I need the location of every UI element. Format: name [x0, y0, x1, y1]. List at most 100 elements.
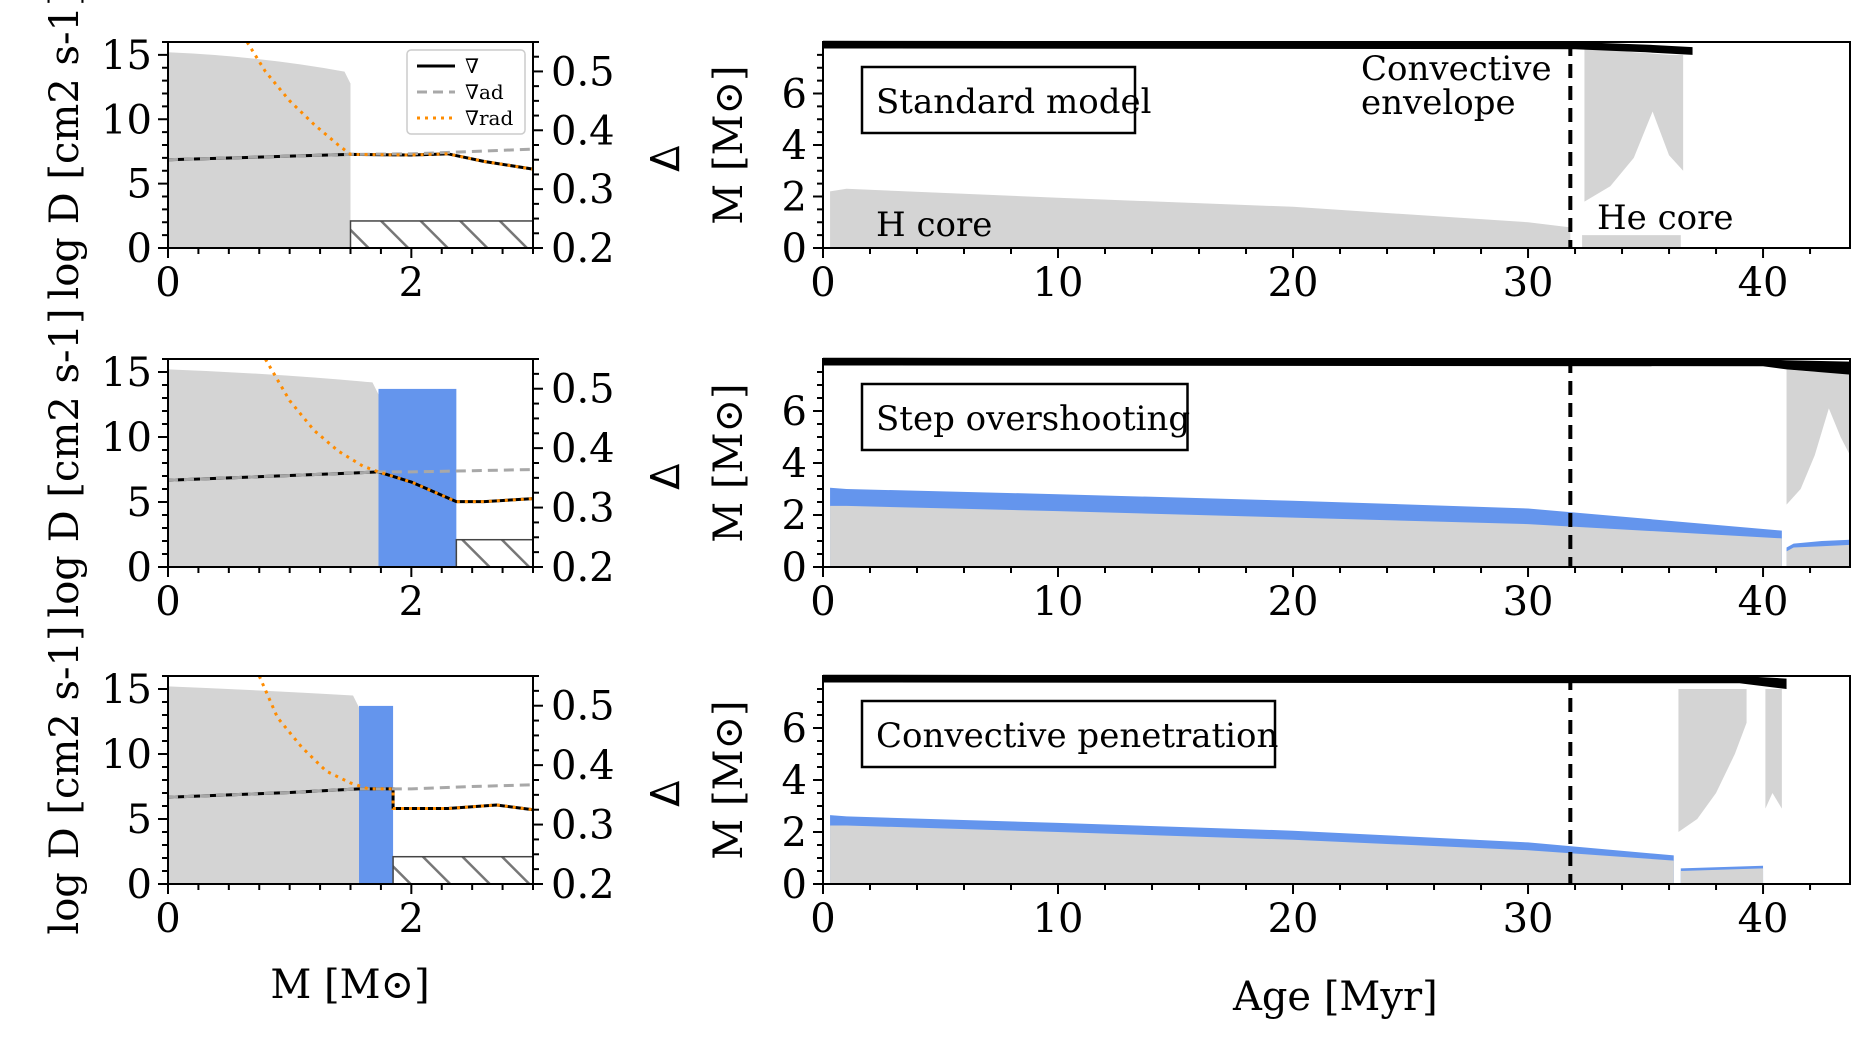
x-tick-label: 0: [155, 896, 180, 942]
legend-label: ∇: [465, 54, 479, 78]
annotation-h-core: H core: [876, 205, 992, 245]
y-axis-label: M [M⊙]: [706, 383, 752, 542]
x-axis-label: M [M⊙]: [270, 962, 429, 1008]
convective-core-region: [168, 52, 351, 248]
model-label: Step overshooting: [860, 382, 1190, 452]
y-tick-label: 0: [782, 862, 807, 908]
left-panel-2: 0 5 10 15 0.2 0.3 0.4 0.5 0 2 log D [cm2 s-1] ∇: [42, 308, 686, 625]
y-tick-label: 5: [127, 162, 152, 208]
x-tick-label: 20: [1268, 896, 1319, 942]
model-label-text: Convective penetration: [876, 716, 1278, 756]
h-core-band: [830, 505, 1782, 567]
h-core-band: [830, 188, 1571, 248]
x-tick-label: 30: [1503, 260, 1554, 306]
y-tick-label: 15: [101, 350, 152, 396]
model-label-text: Standard model: [876, 82, 1151, 122]
y-tick-label: 4: [782, 441, 807, 487]
y-tick-label: 10: [101, 415, 152, 461]
hatched-region: [455, 538, 534, 568]
y2-tick-label: 0.2: [551, 862, 615, 908]
y2-tick-label: 0.3: [551, 167, 615, 213]
convective-envelope-band: [1584, 45, 1684, 202]
convective-core-region: [168, 369, 379, 567]
x-tick-label: 40: [1738, 260, 1789, 306]
y2-axis-label: ∇: [640, 780, 686, 808]
y2-tick-label: 0.5: [551, 367, 615, 413]
convective-core-region: [168, 686, 360, 884]
convective-envelope-band: [1765, 689, 1782, 809]
y-tick-label: 6: [782, 389, 807, 435]
x-tick-label: 10: [1033, 260, 1084, 306]
model-label: Convective penetration: [860, 699, 1278, 769]
x-tick-label: 40: [1738, 579, 1789, 625]
y-tick-label: 0: [127, 226, 152, 272]
y-tick-label: 0: [782, 545, 807, 591]
y-tick-label: 15: [101, 33, 152, 79]
y-tick-label: 15: [101, 667, 152, 713]
y-tick-label: 5: [127, 480, 152, 526]
y2-tick-label: 0.4: [551, 426, 615, 472]
y-axis-label: M [M⊙]: [706, 65, 752, 224]
stellar-surface-band: [823, 40, 1693, 55]
y2-tick-label: 0.2: [551, 226, 615, 272]
x-tick-label: 0: [810, 896, 835, 942]
x-tick-label: 2: [399, 579, 424, 625]
model-label: Standard model: [860, 65, 1151, 135]
model-label-box: [860, 699, 1277, 769]
y2-tick-label: 0.2: [551, 545, 615, 591]
x-tick-label: 0: [155, 260, 180, 306]
grad-rad-line: [245, 41, 534, 171]
x-tick-label: 20: [1268, 260, 1319, 306]
annotation-convective-envelope: Convective: [1361, 49, 1552, 89]
x-tick-label: 0: [155, 579, 180, 625]
x-tick-label: 2: [399, 896, 424, 942]
y-tick-label: 4: [782, 758, 807, 804]
model-label-text: Step overshooting: [876, 399, 1190, 439]
y-axis-label: log D [cm2 s-1]: [42, 625, 88, 934]
y2-tick-label: 0.4: [551, 108, 615, 154]
y-tick-label: 2: [782, 493, 807, 539]
x-tick-label: 0: [810, 260, 835, 306]
y2-axis-label: ∇: [640, 463, 686, 491]
y-tick-label: 5: [127, 797, 152, 843]
y-axis-label: log D [cm2 s-1]: [42, 308, 88, 617]
h-core-band: [830, 825, 1674, 884]
y-tick-label: 4: [782, 123, 807, 169]
x-axis-label: Age [Myr]: [1232, 974, 1438, 1020]
overshoot-region: [359, 705, 394, 884]
y-tick-label: 10: [101, 97, 152, 143]
y2-tick-label: 0.3: [551, 486, 615, 532]
y-tick-label: 6: [782, 706, 807, 752]
annotation-he-core: He core: [1597, 198, 1733, 238]
grad-ad-line: [167, 783, 534, 799]
x-tick-label: 10: [1033, 896, 1084, 942]
stellar-surface-band: [823, 674, 1787, 689]
x-tick-label: 40: [1738, 896, 1789, 942]
overshoot-region: [378, 388, 457, 567]
x-tick-label: 30: [1503, 579, 1554, 625]
y2-tick-label: 0.5: [551, 684, 615, 730]
convective-envelope-band: [1678, 689, 1747, 832]
y-tick-label: 0: [782, 226, 807, 272]
x-tick-label: 2: [399, 260, 424, 306]
x-tick-label: 0: [810, 579, 835, 625]
convective-envelope-band: [1786, 369, 1850, 505]
y-tick-label: 2: [782, 810, 807, 856]
model-label-box: [860, 382, 1189, 452]
model-label-box: [860, 65, 1137, 135]
x-tick-label: 20: [1268, 579, 1319, 625]
hatched-region: [349, 220, 534, 249]
he-core-band: [1582, 235, 1681, 248]
grad-ad-line: [167, 468, 534, 482]
y2-tick-label: 0.4: [551, 743, 615, 789]
legend-label: ∇ad: [465, 80, 504, 104]
y2-tick-label: 0.3: [551, 803, 615, 849]
y2-tick-label: 0.5: [551, 49, 615, 95]
he-core-band: [1680, 868, 1764, 884]
legend: ∇∇ad∇rad: [406, 49, 526, 135]
legend-label: ∇rad: [465, 106, 513, 130]
